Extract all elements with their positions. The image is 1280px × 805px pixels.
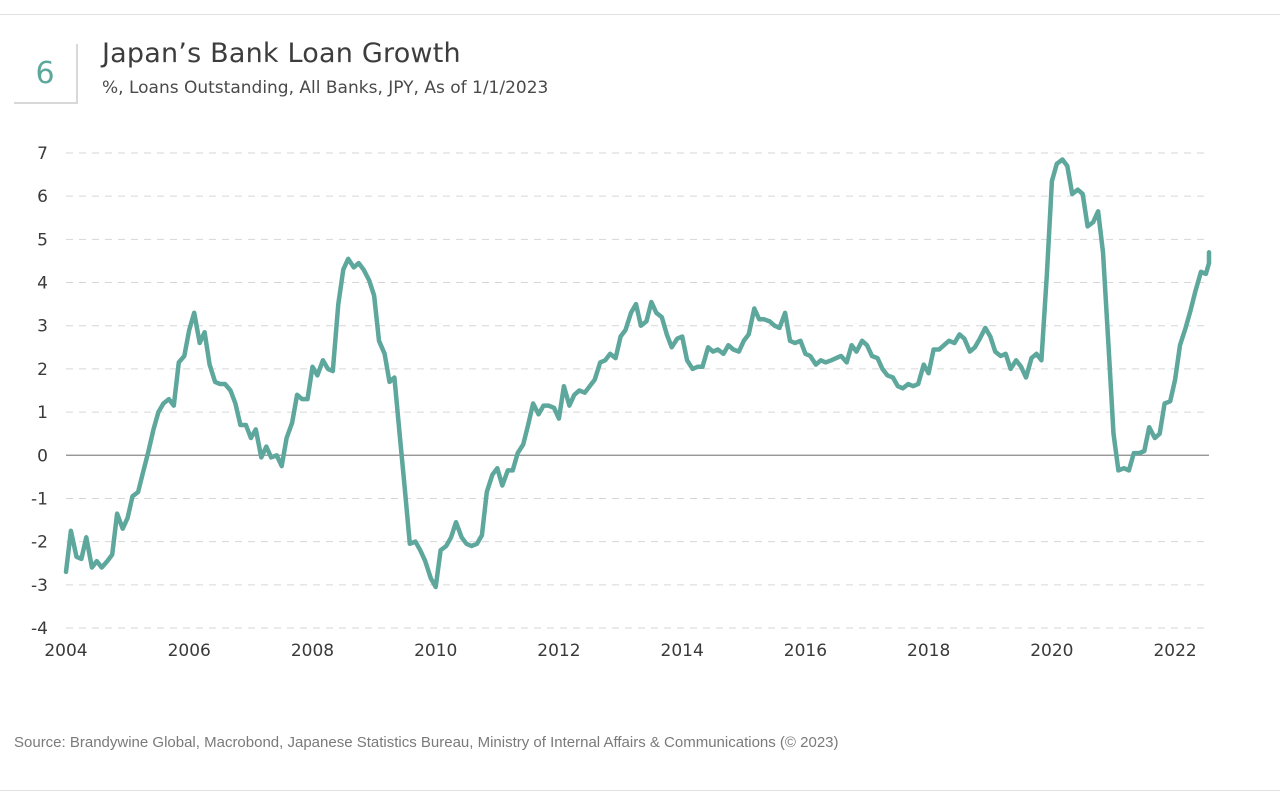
- y-axis-tick-labels: 7 6 5 4 3 2 1 0 -1 -2 -3 -4: [31, 144, 48, 639]
- x-tick-label: 2008: [291, 641, 334, 661]
- source-note: Source: Brandywine Global, Macrobond, Ja…: [14, 734, 839, 751]
- y-tick-label: 0: [37, 446, 48, 466]
- x-axis-tick-labels: 2004 2006 2008 2010 2012 2014 2016 2018 2020 2022: [44, 641, 1196, 661]
- y-tick-label: 2: [37, 360, 48, 380]
- x-tick-label: 2004: [44, 641, 87, 661]
- y-tick-label: 5: [37, 230, 48, 250]
- figure-number-badge: 6: [14, 44, 78, 104]
- x-tick-label: 2014: [661, 641, 704, 661]
- y-tick-label: 1: [37, 403, 48, 423]
- y-tick-label: 4: [37, 274, 48, 294]
- y-tick-label: -2: [31, 533, 48, 553]
- top-divider: [0, 14, 1280, 15]
- y-tick-label: 3: [37, 317, 48, 337]
- x-tick-label: 2012: [537, 641, 580, 661]
- series-line-0: [63, 157, 1212, 590]
- series-group: [63, 157, 1212, 590]
- line-chart: 7 6 5 4 3 2 1 0 -1 -2 -3 -4 2004 2006 2008 2010 2012 201…: [31, 144, 1212, 661]
- gridlines: [66, 152, 1209, 629]
- y-tick-label: -3: [31, 576, 48, 596]
- x-tick-label: 2020: [1030, 641, 1073, 661]
- y-tick-label: -4: [31, 619, 48, 639]
- chart-title: Japan’s Bank Loan Growth: [102, 38, 461, 69]
- bottom-divider: [0, 790, 1280, 791]
- x-tick-label: 2006: [168, 641, 211, 661]
- x-tick-label: 2018: [907, 641, 950, 661]
- x-tick-label: 2010: [414, 641, 457, 661]
- y-tick-label: 6: [37, 187, 48, 207]
- chart-subtitle: %, Loans Outstanding, All Banks, JPY, As…: [102, 78, 549, 98]
- y-tick-label: -1: [31, 489, 48, 509]
- y-tick-label: 7: [37, 144, 48, 164]
- x-tick-label: 2016: [784, 641, 827, 661]
- x-tick-label: 2022: [1153, 641, 1196, 661]
